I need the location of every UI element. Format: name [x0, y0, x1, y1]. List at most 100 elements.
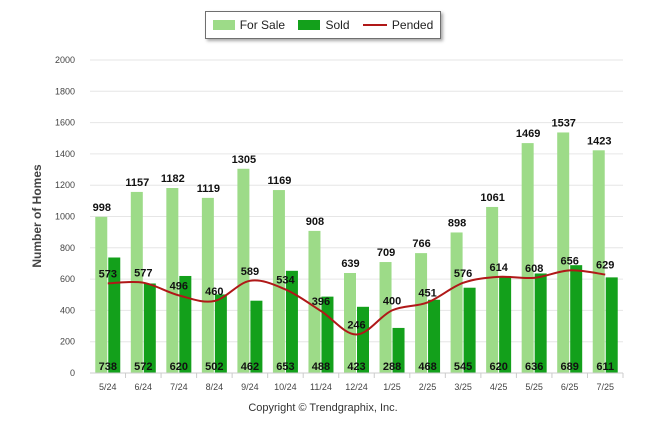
- for-sale-bar: [450, 232, 463, 373]
- for-sale-value-label: 1169: [267, 175, 291, 187]
- x-tick-label: 8/24: [206, 382, 224, 392]
- legend-item-pended[interactable]: Pended: [362, 18, 434, 32]
- for-sale-bars: [95, 132, 605, 373]
- y-tick-label: 2000: [55, 55, 75, 65]
- x-tick-label: 5/25: [525, 382, 543, 392]
- y-tick-label: 1400: [55, 149, 75, 159]
- copyright-text: Copyright © Trendgraphix, Inc.: [248, 402, 398, 414]
- sold-value-label: 468: [418, 361, 436, 373]
- for-sale-bar: [557, 132, 570, 373]
- y-tick-label: 1800: [55, 86, 75, 96]
- sold-bar: [392, 327, 405, 373]
- pended-value-label: 451: [418, 287, 436, 299]
- x-tick-label: 10/24: [274, 382, 297, 392]
- x-tick-label: 12/24: [345, 382, 368, 392]
- legend-label-for-sale: For Sale: [239, 18, 286, 32]
- for-sale-bar: [415, 253, 428, 373]
- for-sale-value-label: 639: [341, 258, 359, 270]
- sold-bar: [214, 294, 227, 373]
- for-sale-bar: [521, 143, 534, 373]
- for-sale-value-label: 1182: [161, 173, 185, 185]
- x-tick-label: 7/24: [170, 382, 188, 392]
- sold-bar: [357, 306, 369, 373]
- pended-value-label: 396: [312, 296, 330, 308]
- for-sale-value-label: 1423: [587, 135, 611, 147]
- pended-swatch: [362, 24, 387, 26]
- for-sale-value-label: 1119: [197, 183, 220, 195]
- y-tick-label: 400: [60, 305, 75, 315]
- y-tick-label: 200: [60, 337, 75, 347]
- sold-bar: [534, 273, 547, 373]
- for-sale-bar: [592, 150, 605, 373]
- pended-value-label: 629: [596, 260, 614, 272]
- x-tick-label: 6/25: [561, 382, 579, 392]
- pended-line: [107, 269, 606, 336]
- for-sale-bar: [95, 216, 108, 373]
- sold-value-label: 620: [170, 361, 188, 373]
- pended-value-label: 534: [276, 274, 295, 286]
- data-labels: 998 738 573 1157 572 577 1182 620 496 1119 502 460 1…: [93, 117, 615, 373]
- sold-value-label: 545: [454, 361, 472, 373]
- sold-bar: [285, 270, 298, 373]
- for-sale-value-label: 998: [93, 202, 111, 214]
- sold-bar: [143, 283, 156, 373]
- y-axis-label: Number of Homes: [30, 164, 44, 268]
- for-sale-value-label: 1537: [551, 117, 575, 129]
- for-sale-bar: [201, 197, 214, 373]
- sold-value-label: 653: [276, 361, 294, 373]
- pended-value-label: 573: [99, 268, 117, 280]
- sold-bar: [250, 300, 263, 373]
- for-sale-bar: [308, 230, 321, 373]
- sold-value-label: 689: [561, 361, 579, 373]
- for-sale-value-label: 1305: [232, 154, 256, 166]
- legend-label-pended: Pended: [391, 18, 434, 32]
- x-tick-label: 7/25: [596, 382, 614, 392]
- for-sale-value-label: 766: [412, 238, 430, 250]
- y-tick-label: 1000: [55, 212, 75, 222]
- x-tick-label: 2/25: [419, 382, 437, 392]
- for-sale-bar: [486, 206, 499, 373]
- for-sale-swatch: [212, 20, 235, 30]
- pended-value-label: 589: [241, 266, 259, 278]
- sold-swatch: [298, 20, 321, 30]
- pended-line-group: [107, 269, 606, 336]
- for-sale-bar: [166, 188, 179, 373]
- pended-value-label: 577: [134, 268, 152, 280]
- sold-value-label: 738: [99, 361, 117, 373]
- legend-label-sold: Sold: [325, 18, 350, 32]
- sold-bar: [499, 275, 512, 373]
- for-sale-bar: [237, 168, 250, 373]
- sold-value-label: 636: [525, 361, 543, 373]
- sold-value-label: 572: [134, 361, 152, 373]
- legend: For Sale Sold Pended: [205, 11, 441, 39]
- for-sale-bar: [379, 262, 392, 373]
- sold-value-label: 423: [347, 361, 365, 373]
- sold-value-label: 620: [489, 361, 507, 373]
- x-tick-label: 11/24: [310, 382, 332, 392]
- sold-bars: [108, 257, 618, 373]
- x-tick-label: 6/24: [135, 382, 153, 392]
- pended-value-label: 656: [561, 255, 579, 267]
- y-axis-ticks: 0 200 400 600 800 1000 1200 1400 1600 1800 2000: [55, 55, 75, 378]
- sold-bar: [179, 275, 192, 373]
- sold-bar: [605, 277, 618, 373]
- sold-value-label: 488: [312, 361, 330, 373]
- y-tick-label: 1600: [55, 118, 75, 128]
- for-sale-value-label: 1157: [125, 177, 149, 189]
- y-tick-label: 600: [60, 274, 75, 284]
- sold-bar: [428, 299, 441, 373]
- for-sale-value-label: 709: [377, 247, 395, 259]
- pended-value-label: 614: [489, 262, 508, 274]
- gridlines: [90, 59, 623, 374]
- legend-item-sold[interactable]: Sold: [298, 18, 350, 32]
- for-sale-bar: [272, 190, 285, 373]
- pended-value-label: 496: [170, 280, 188, 292]
- legend-item-for-sale[interactable]: For Sale: [212, 18, 286, 32]
- for-sale-value-label: 1469: [516, 128, 540, 140]
- pended-value-label: 400: [383, 295, 401, 307]
- x-tick-label: 1/25: [383, 382, 401, 392]
- for-sale-bar: [344, 272, 356, 373]
- sold-bar: [463, 287, 476, 373]
- y-tick-label: 0: [70, 368, 75, 378]
